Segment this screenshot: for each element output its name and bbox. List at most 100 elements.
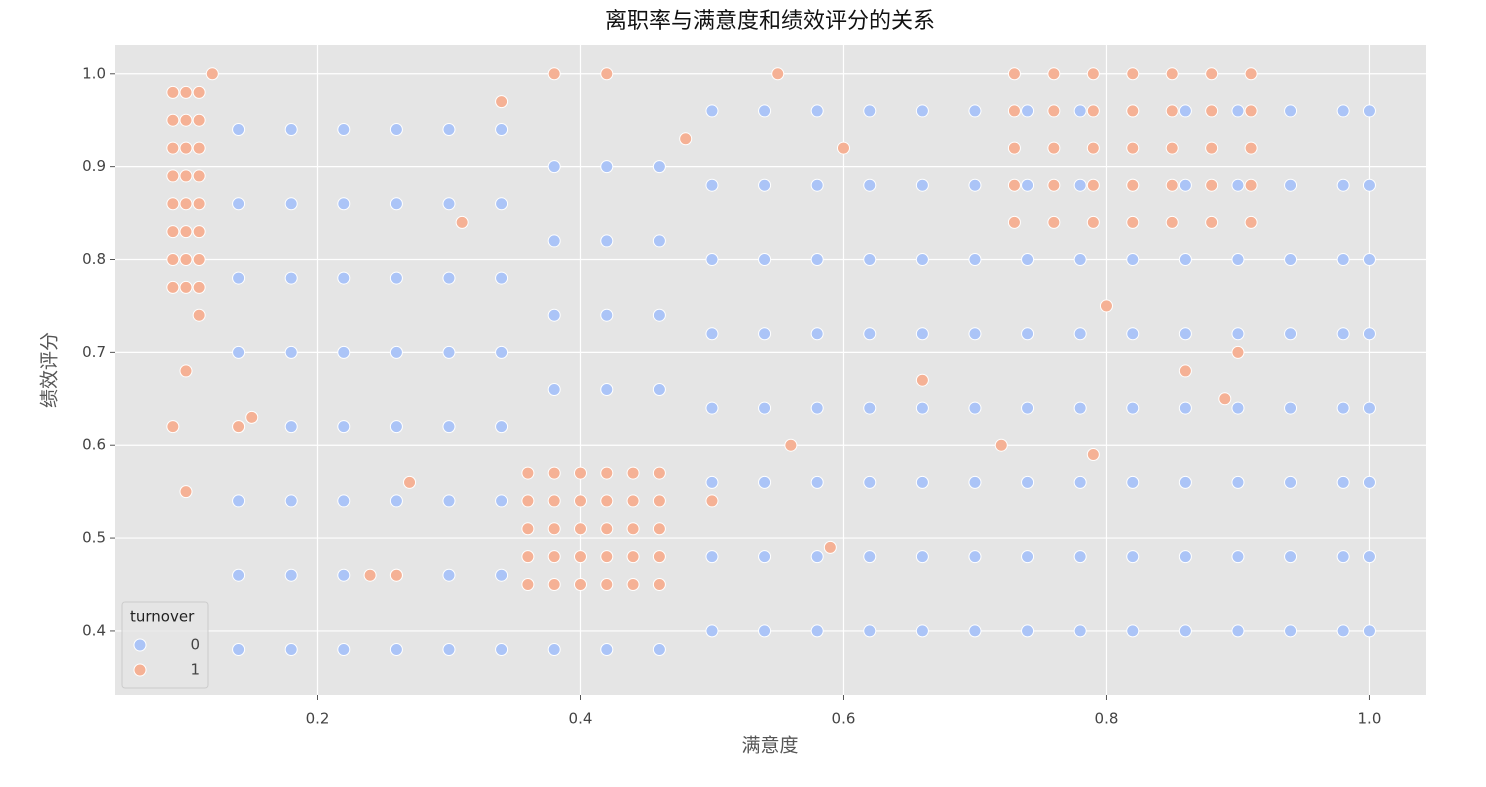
point <box>1126 67 1140 81</box>
point <box>1231 345 1245 359</box>
point <box>626 466 640 480</box>
point <box>915 624 929 638</box>
point <box>1231 178 1245 192</box>
x-tick-label: 0.6 <box>832 710 856 728</box>
point <box>1362 253 1376 266</box>
point <box>915 550 929 564</box>
point <box>232 494 246 508</box>
point <box>1073 624 1087 638</box>
point <box>1021 178 1035 192</box>
legend-label: 0 <box>190 636 200 654</box>
point <box>652 494 666 508</box>
point <box>652 308 666 322</box>
point <box>600 308 614 322</box>
point <box>836 141 850 155</box>
point <box>915 104 929 118</box>
point <box>179 85 193 99</box>
point <box>652 578 666 591</box>
x-tick-label: 1.0 <box>1358 710 1382 728</box>
point <box>968 624 982 638</box>
point <box>442 568 456 582</box>
point <box>600 234 614 248</box>
point <box>166 280 180 294</box>
point <box>1362 550 1376 564</box>
point <box>968 401 982 415</box>
x-tick-label: 0.8 <box>1095 710 1119 728</box>
point <box>968 550 982 564</box>
point <box>1205 67 1219 81</box>
point <box>600 550 614 564</box>
point <box>705 327 719 341</box>
point <box>1126 104 1140 118</box>
point <box>758 401 772 415</box>
point <box>1336 104 1350 118</box>
point <box>1086 141 1100 155</box>
point <box>1231 327 1245 341</box>
point <box>284 643 298 656</box>
point <box>758 178 772 192</box>
point <box>455 215 469 229</box>
point <box>1021 327 1035 341</box>
point <box>166 169 180 183</box>
point <box>600 160 614 174</box>
point <box>1021 624 1035 638</box>
point <box>389 197 403 211</box>
point <box>863 327 877 341</box>
point <box>1205 178 1219 192</box>
point <box>1205 104 1219 118</box>
point <box>1284 178 1298 192</box>
point <box>994 438 1008 452</box>
point <box>179 197 193 211</box>
point <box>363 568 377 582</box>
point <box>600 67 614 81</box>
point <box>192 169 206 183</box>
y-tick-label: 0.9 <box>82 157 106 175</box>
point <box>1073 104 1087 118</box>
point <box>1165 215 1179 229</box>
point <box>810 475 824 489</box>
point <box>166 225 180 239</box>
point <box>1007 215 1021 229</box>
point <box>968 104 982 118</box>
point <box>1086 104 1100 118</box>
x-tick-label: 0.2 <box>306 710 330 728</box>
point <box>1047 104 1061 118</box>
point <box>1244 104 1258 118</box>
point <box>968 178 982 192</box>
point <box>1007 178 1021 192</box>
y-tick-label: 0.6 <box>82 436 106 454</box>
point <box>495 95 509 109</box>
point <box>232 123 246 136</box>
point <box>652 234 666 248</box>
point <box>626 494 640 508</box>
y-tick-label: 1.0 <box>82 64 106 82</box>
point <box>337 271 351 285</box>
point <box>337 568 351 582</box>
point <box>547 234 561 248</box>
point <box>1007 104 1021 118</box>
point <box>1284 104 1298 118</box>
point <box>810 253 824 266</box>
legend-label: 1 <box>190 661 200 679</box>
point <box>1007 141 1021 155</box>
point <box>284 271 298 285</box>
point <box>166 85 180 99</box>
point <box>758 253 772 266</box>
point <box>863 624 877 638</box>
point <box>1165 67 1179 81</box>
point <box>1231 550 1245 564</box>
point <box>337 494 351 508</box>
point <box>915 253 929 266</box>
point <box>495 271 509 285</box>
point <box>915 327 929 341</box>
point <box>1126 624 1140 638</box>
point <box>758 327 772 341</box>
point <box>968 475 982 489</box>
point <box>495 494 509 508</box>
point <box>284 568 298 582</box>
point <box>1178 253 1192 266</box>
point <box>968 327 982 341</box>
point <box>192 225 206 239</box>
point <box>600 578 614 591</box>
point <box>1178 104 1192 118</box>
